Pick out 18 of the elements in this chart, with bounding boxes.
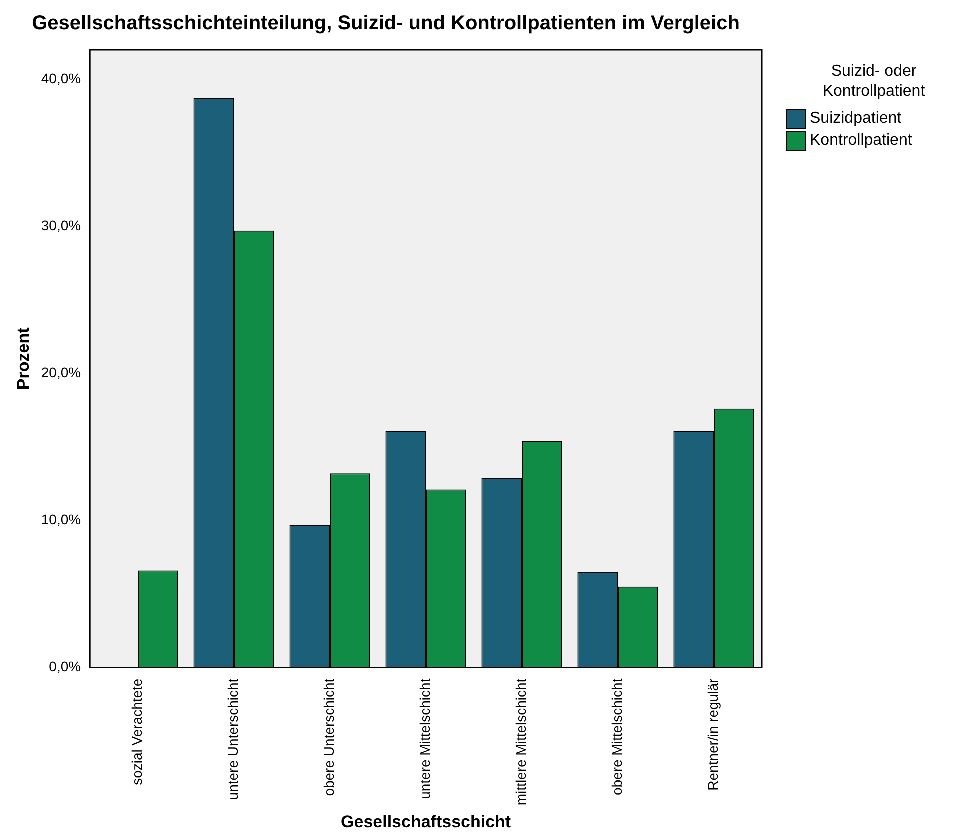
x-tick-label: obere Unterschicht	[320, 678, 337, 796]
y-tick-label: 0,0%	[49, 658, 82, 675]
y-axis-title: Prozent	[14, 327, 33, 390]
chart-title: Gesellschaftsschichteinteilung, Suizid- und Kontrollpatienten im Vergleich	[32, 12, 740, 35]
x-axis-title: Gesellschaftsschicht	[341, 812, 512, 832]
legend-label: Kontrollpatient	[810, 131, 912, 151]
y-tick-label: 40,0%	[41, 70, 82, 86]
y-tick-label: 10,0%	[41, 512, 82, 528]
y-tick-label: 30,0%	[41, 217, 82, 234]
y-tick-label: 20,0%	[41, 364, 82, 380]
x-tick-label: sozial Verachtete	[128, 678, 145, 786]
x-tick-label: Rentner/in regulär	[704, 678, 721, 791]
x-tick-label: mittlere Mittelschicht	[512, 678, 529, 806]
x-tick-label: untere Unterschicht	[224, 678, 241, 800]
x-tick-label: obere Mittelschicht	[608, 678, 625, 796]
x-tick-label: untere Mittelschicht	[416, 678, 433, 800]
legend-label: Suizidpatient	[810, 109, 902, 129]
legend-title: Suizid- oder Kontrollpatient	[822, 62, 926, 102]
